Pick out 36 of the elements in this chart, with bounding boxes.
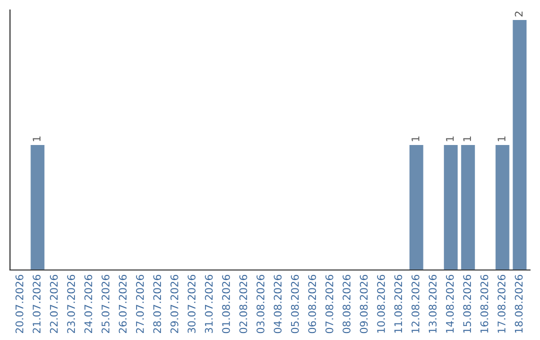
x-tick-label: 17.08.2026 [498, 274, 506, 333]
x-tick-label: 02.08.2026 [239, 274, 248, 334]
x-tick-label: 12.08.2026 [412, 274, 420, 333]
x-tick-label: 21.07.2026 [32, 274, 41, 334]
x-tick-label: 09.08.2026 [360, 274, 368, 334]
data-label: 1 [463, 136, 471, 142]
x-tick-label: 06.08.2026 [308, 274, 316, 334]
x-tick-label: 31.07.2026 [204, 274, 213, 334]
data-label: 1 [446, 136, 454, 142]
x-tick-label: 08.08.2026 [342, 274, 351, 334]
data-label: 1 [32, 136, 40, 142]
x-tick-label: 04.08.2026 [274, 274, 282, 334]
x-tick-label: 20.07.2026 [15, 274, 24, 334]
x-tick-label: 07.08.2026 [325, 274, 334, 334]
x-tick-label: 26.07.2026 [118, 274, 127, 334]
x-tick-label: 22.07.2026 [50, 274, 58, 334]
x-tick-label: 16.08.2026 [480, 274, 488, 333]
data-label: 1 [498, 136, 506, 142]
x-tick-label: 30.07.2026 [188, 274, 196, 334]
data-label: 1 [412, 136, 420, 142]
x-tick-label: 25.07.2026 [102, 274, 110, 334]
x-tick-label: 05.08.2026 [290, 274, 299, 334]
x-tick-label: 03.08.2026 [256, 274, 264, 334]
x-tick-label: 10.08.2026 [377, 274, 385, 333]
x-tick-label: 29.07.2026 [170, 274, 178, 334]
x-tick-label: 01.08.2026 [222, 274, 230, 334]
x-tick-label: 15.08.2026 [463, 274, 472, 333]
x-tick-label: 14.08.2026 [446, 274, 454, 333]
x-tick-label: 28.07.2026 [153, 274, 162, 334]
x-tick-label: 11.08.2026 [394, 274, 402, 333]
x-tick-label: 24.07.2026 [84, 274, 92, 334]
data-label: 2 [514, 12, 523, 16]
x-tick-label: 27.07.2026 [136, 274, 144, 334]
x-tick-label: 23.07.2026 [67, 274, 76, 334]
x-tick-label: 13.08.2026 [428, 274, 437, 333]
x-tick-label: 18.08.2026 [514, 274, 523, 333]
